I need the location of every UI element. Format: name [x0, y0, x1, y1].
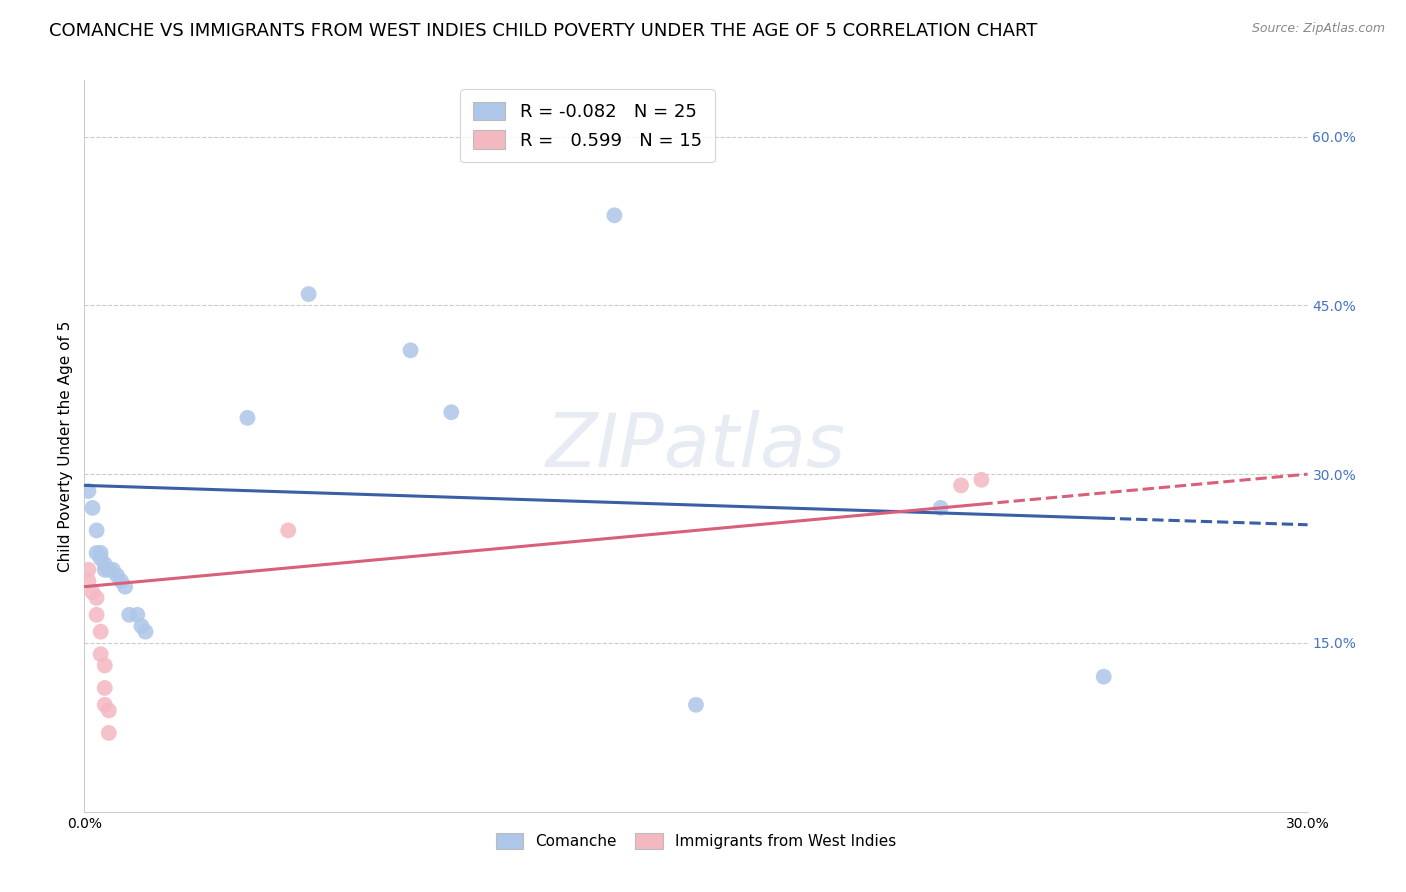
Point — [277, 524, 299, 538]
Point — [97, 563, 120, 577]
Point — [93, 698, 115, 712]
Point — [93, 563, 115, 577]
Point — [90, 546, 112, 560]
Point — [90, 551, 112, 566]
Point — [101, 563, 124, 577]
Point — [1092, 670, 1115, 684]
Text: COMANCHE VS IMMIGRANTS FROM WEST INDIES CHILD POVERTY UNDER THE AGE OF 5 CORRELA: COMANCHE VS IMMIGRANTS FROM WEST INDIES … — [49, 22, 1038, 40]
Point — [90, 647, 112, 661]
Point — [399, 343, 422, 358]
Legend: Comanche, Immigrants from West Indies: Comanche, Immigrants from West Indies — [489, 827, 903, 855]
Point — [135, 624, 157, 639]
Point — [93, 681, 115, 695]
Point — [77, 574, 100, 588]
Point — [950, 478, 973, 492]
Point — [86, 591, 108, 605]
Y-axis label: Child Poverty Under the Age of 5: Child Poverty Under the Age of 5 — [58, 320, 73, 572]
Point — [93, 658, 115, 673]
Point — [93, 557, 115, 571]
Point — [82, 585, 104, 599]
Point — [970, 473, 993, 487]
Point — [603, 208, 626, 222]
Point — [110, 574, 132, 588]
Point — [86, 546, 108, 560]
Point — [82, 500, 104, 515]
Point — [114, 580, 136, 594]
Point — [77, 483, 100, 498]
Point — [118, 607, 141, 622]
Point — [929, 500, 952, 515]
Point — [131, 619, 153, 633]
Text: Source: ZipAtlas.com: Source: ZipAtlas.com — [1251, 22, 1385, 36]
Point — [105, 568, 128, 582]
Text: ZIPatlas: ZIPatlas — [546, 410, 846, 482]
Point — [97, 726, 120, 740]
Point — [90, 624, 112, 639]
Point — [236, 410, 259, 425]
Point — [97, 703, 120, 717]
Point — [86, 524, 108, 538]
Point — [86, 607, 108, 622]
Point — [685, 698, 707, 712]
Point — [298, 287, 321, 301]
Point — [127, 607, 149, 622]
Point — [440, 405, 463, 419]
Point — [77, 563, 100, 577]
